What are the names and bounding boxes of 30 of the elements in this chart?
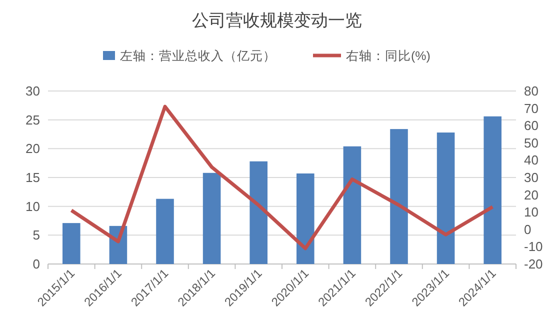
- legend-label: 右轴：同比(%): [346, 49, 430, 63]
- y2-tick-label: 70: [524, 100, 538, 116]
- y2-tick-label: 50: [524, 135, 538, 150]
- y2-tick-label: 60: [524, 118, 538, 134]
- bar: [484, 116, 502, 264]
- y2-tick-label: 10: [524, 204, 538, 220]
- y-tick-label: 15: [26, 170, 40, 185]
- y2-tick-label: -10: [524, 239, 543, 254]
- y2-tick-label: 40: [524, 152, 538, 168]
- y2-tick-label: 80: [524, 84, 538, 98]
- bar: [202, 172, 221, 264]
- chart-title: 公司营收规模变动一览: [192, 11, 362, 30]
- bar: [250, 161, 268, 264]
- bar: [156, 198, 174, 264]
- y2-tick-label: 20: [524, 187, 538, 202]
- bar: [343, 146, 362, 264]
- y2-tick-label: 30: [524, 170, 538, 185]
- bar: [296, 173, 314, 264]
- bar: [62, 223, 80, 264]
- y-tick-label: 25: [26, 112, 40, 128]
- bar: [390, 129, 408, 264]
- legend-label: 左轴：营业总收入（亿元）: [120, 49, 276, 63]
- y-tick-label: 20: [26, 141, 40, 156]
- y-tick-label: 30: [26, 84, 40, 98]
- y-tick-label: 0: [32, 256, 40, 272]
- y-tick-label: 5: [32, 228, 40, 243]
- y-tick-label: 10: [26, 198, 40, 214]
- y2-tick-label: -20: [524, 256, 543, 272]
- bar: [436, 132, 455, 264]
- y2-tick-label: 0: [524, 222, 532, 237]
